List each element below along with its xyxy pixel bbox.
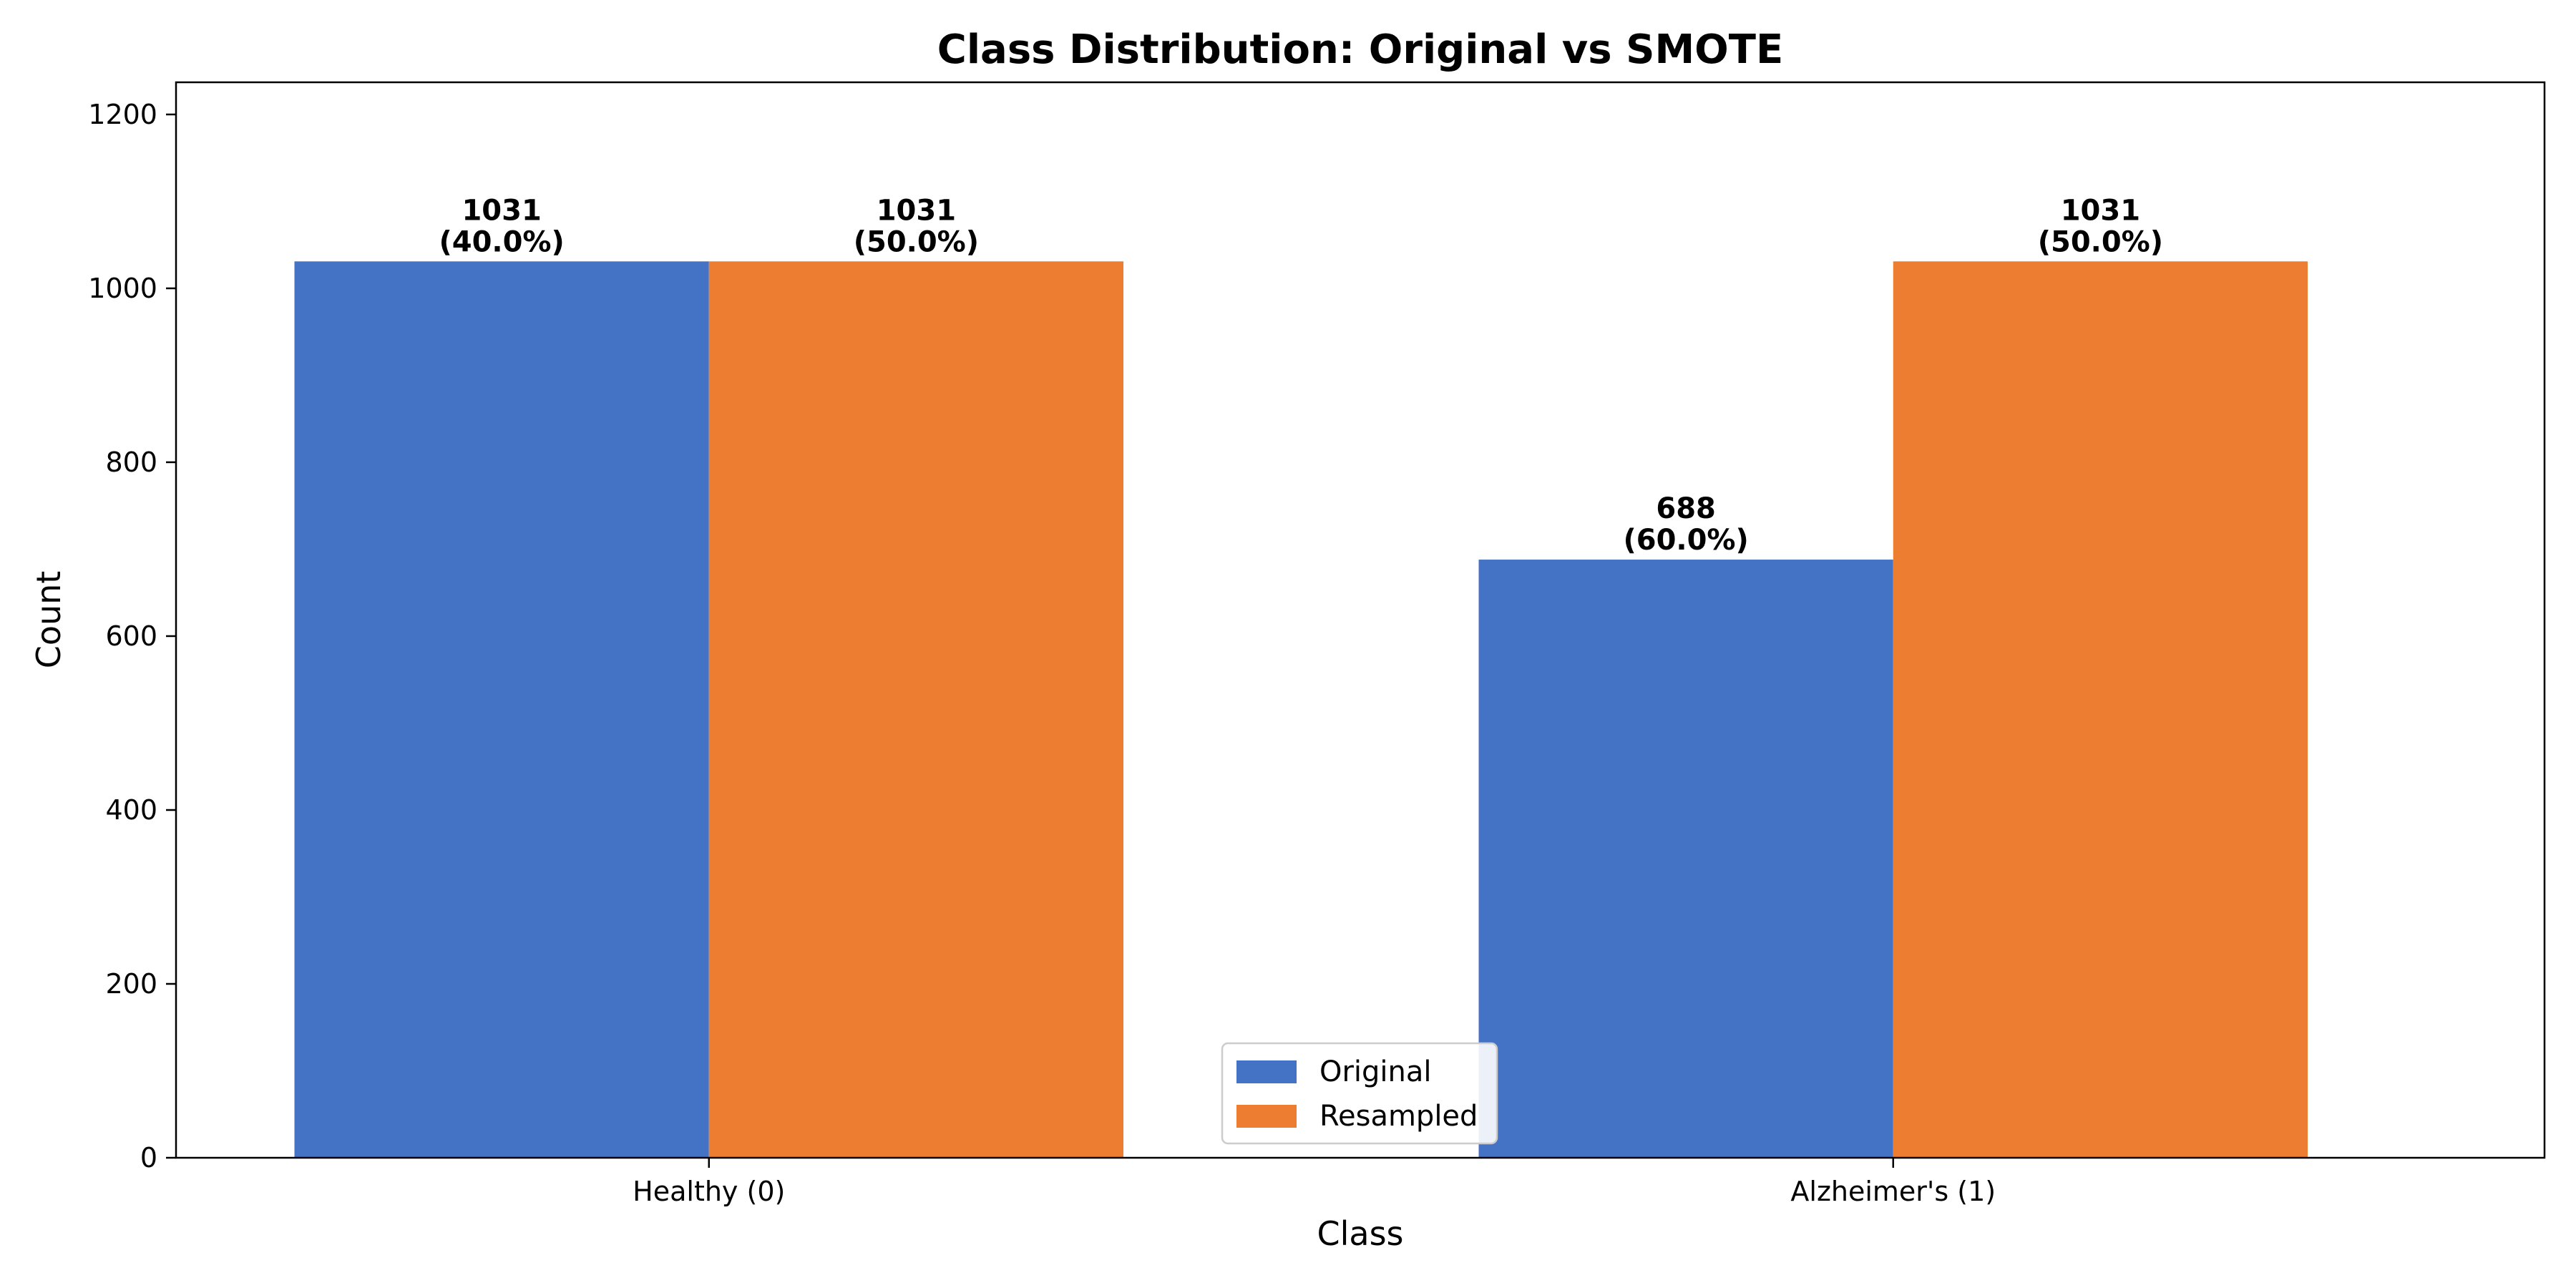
bar-original-0 (294, 261, 709, 1158)
y-tick-label: 600 (105, 620, 157, 652)
x-tick-label: Healthy (0) (633, 1176, 785, 1207)
y-tick-label: 0 (140, 1142, 157, 1174)
data-label-original-1: 688 (60.0%) (1623, 492, 1748, 557)
y-axis: 0 200 400 600 800 1000 1200 (88, 99, 176, 1174)
y-tick-label: 400 (105, 794, 157, 826)
bar-resampled-0 (708, 261, 1123, 1158)
x-axis-title: Class (1317, 1214, 1403, 1253)
legend-label-resampled: Resampled (1319, 1100, 1478, 1133)
x-axis: Healthy (0) Alzheimer's (1) (633, 1158, 1996, 1207)
data-label-resampled-1: 1031 (50.0%) (2038, 194, 2163, 258)
chart-title: Class Distribution: Original vs SMOTE (937, 26, 1783, 73)
legend-swatch-resampled (1236, 1105, 1297, 1128)
y-tick-label: 800 (105, 447, 157, 478)
bar-original-1 (1478, 560, 1893, 1158)
legend-label-original: Original (1319, 1055, 1432, 1088)
y-axis-title: Count (29, 571, 68, 669)
legend-swatch-original (1236, 1060, 1297, 1083)
data-label-original-0: 1031 (40.0%) (439, 194, 564, 258)
plot-frame (175, 81, 2546, 1159)
y-tick-label: 1000 (88, 273, 157, 304)
y-tick-label: 1200 (88, 99, 157, 130)
data-label-resampled-0: 1031 (50.0%) (854, 194, 979, 258)
y-tick-label: 200 (105, 968, 157, 1000)
legend: Original Resampled (1221, 1042, 1498, 1145)
x-tick-label: Alzheimer's (1) (1790, 1176, 1996, 1207)
bars-layer (294, 261, 2308, 1158)
bar-resampled-1 (1893, 261, 2308, 1158)
data-labels-layer: 1031 (40.0%) 1031 (50.0%) 688 (60.0%) 1031 (50.… (439, 194, 2163, 557)
